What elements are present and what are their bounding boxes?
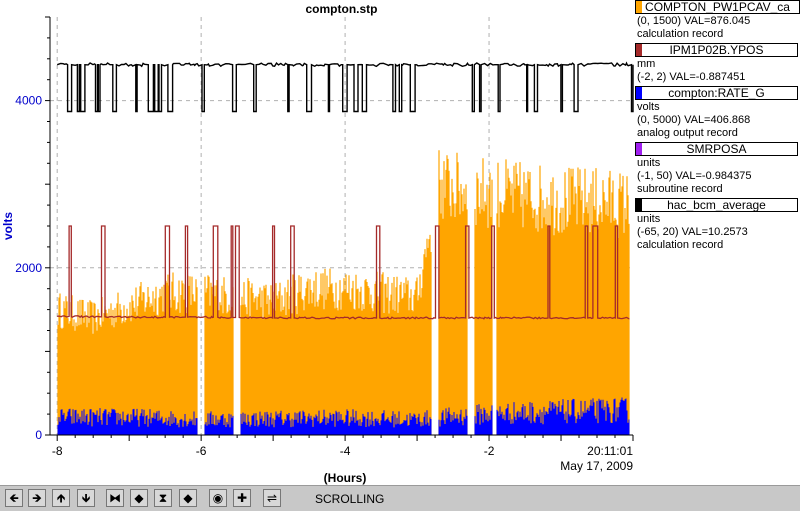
legend-item-compton-rate-g[interactable]: compton:RATE_G: [635, 86, 798, 100]
x-axis-label: (Hours): [324, 471, 367, 485]
legend-range-val: (-65, 20) VAL=10.2573: [637, 226, 748, 238]
series-rate-g: [57, 397, 630, 435]
series-compton-pw1pcav: [57, 150, 630, 435]
zoom-in-y-icon: ⧗: [158, 491, 168, 505]
x-tick-label: -2: [484, 444, 495, 458]
legend-name: IPM1P02B.YPOS: [669, 43, 764, 57]
arrow-up-icon: 🡹: [56, 491, 66, 505]
mode-label: SCROLLING: [315, 492, 385, 506]
legend-range-val: (-2, 2) VAL=-0.887451: [637, 71, 746, 83]
legend-item-smrposa[interactable]: SMRPOSA: [635, 142, 798, 156]
zoom-out-x-icon: ◆: [134, 491, 144, 505]
scrolling-toggle-button[interactable]: ⇌: [263, 489, 281, 507]
chart-title: compton.stp: [306, 2, 378, 16]
legend-unit: volts: [637, 101, 660, 113]
plus-icon: ✚: [236, 491, 248, 505]
legend-swatch: [636, 143, 642, 155]
strip-chart: 0 2000 4000 -8 -6 -4 -2 compton.stp 20:11:01May …: [1, 2, 634, 485]
legend-name: hac_bcm_average: [667, 198, 766, 212]
zoom-in-x-button[interactable]: ⧓: [106, 489, 124, 507]
legend-item-ipm1p02b-ypos[interactable]: IPM1P02B.YPOS: [635, 43, 798, 57]
legend-unit: units: [637, 157, 661, 169]
scroll-left-button[interactable]: 🡸: [5, 489, 23, 507]
zoom-out-y-button[interactable]: ◆: [179, 489, 197, 507]
scroll-right-button[interactable]: 🡺: [28, 489, 46, 507]
x-tick-label: -6: [196, 444, 207, 458]
zoom-in-x-icon: ⧓: [109, 491, 121, 505]
add-button[interactable]: ✚: [233, 489, 251, 507]
legend-record: subroutine record: [637, 183, 723, 195]
arrow-right-icon: 🡺: [32, 491, 42, 505]
legend-range-val: (0, 1500) VAL=876.045: [637, 15, 751, 27]
legend-name: compton:RATE_G: [668, 86, 765, 100]
series-ipm1p02b-ypos: [57, 225, 630, 320]
legend-swatch: [636, 199, 642, 211]
legend-name: SMRPOSA: [686, 142, 747, 156]
target-icon: ◉: [212, 491, 224, 505]
y-tick-label: 4000: [15, 94, 42, 108]
legend-swatch: [636, 44, 642, 56]
zoom-out-x-button[interactable]: ◆: [130, 489, 148, 507]
legend-item-compton-pw1pcav-ca[interactable]: COMPTON_PW1PCAV_ca: [635, 0, 800, 14]
x-date-label: May 17, 2009: [560, 459, 633, 473]
legend-unit: units: [637, 213, 661, 225]
center-button[interactable]: ◉: [209, 489, 227, 507]
legend-name: COMPTON_PW1PCAV_ca: [645, 0, 790, 14]
legend-range-val: (0, 5000) VAL=406.868: [637, 114, 751, 126]
scroll-up-button[interactable]: 🡹: [52, 489, 70, 507]
legend-range-val: (-1, 50) VAL=-0.984375: [637, 170, 752, 182]
legend-record: analog output record: [637, 127, 738, 139]
scroll-down-button[interactable]: 🡻: [77, 489, 95, 507]
legend-record: calculation record: [637, 239, 724, 251]
arrow-left-icon: 🡸: [9, 491, 19, 505]
x-tick-label: -8: [52, 444, 63, 458]
legend-swatch: [636, 87, 642, 99]
x-time-label: 20:11:01: [587, 444, 633, 458]
arrow-down-icon: 🡻: [81, 491, 91, 505]
legend-item-hac-bcm-average[interactable]: hac_bcm_average: [635, 198, 798, 212]
legend-swatch: [636, 1, 642, 13]
y-axis-label: volts: [1, 212, 15, 240]
scroll-mode-icon: ⇌: [266, 491, 278, 505]
series-hac-bcm-average: [56, 61, 634, 113]
zoom-out-y-icon: ◆: [183, 491, 193, 505]
zoom-in-y-button[interactable]: ⧗: [154, 489, 172, 507]
toolbar: SCROLLING 🡸 🡺 🡹 🡻 ⧓ ◆ ⧗ ◆ ◉ ✚ ⇌: [0, 485, 800, 511]
y-tick-label: 2000: [15, 261, 42, 275]
y-tick-label: 0: [35, 428, 42, 442]
legend-unit: mm: [637, 58, 656, 70]
x-tick-label: -4: [340, 444, 351, 458]
legend-record: calculation record: [637, 28, 724, 40]
